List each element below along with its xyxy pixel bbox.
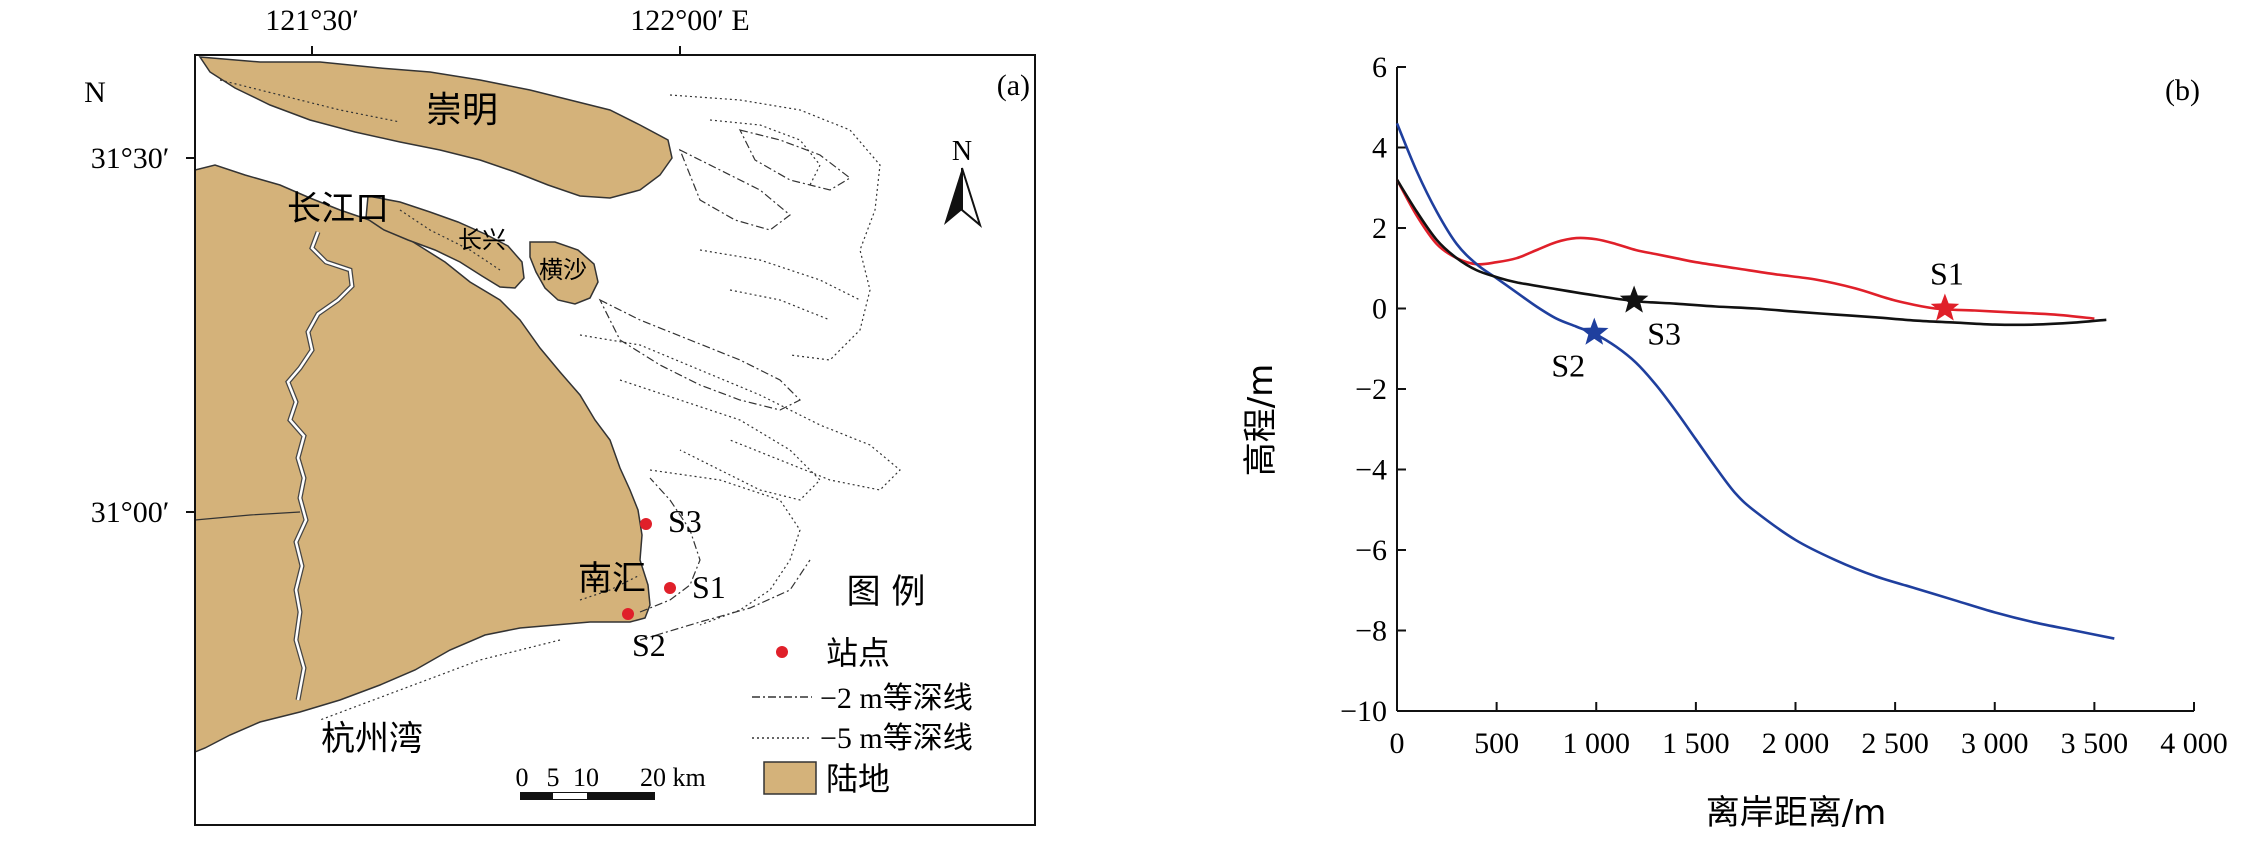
legend-station-icon bbox=[776, 646, 788, 658]
chart-xlabel: 离岸距离/m bbox=[1706, 793, 1887, 833]
y-tick-label: −2 bbox=[1355, 373, 1387, 406]
y-tick-label: 0 bbox=[1372, 293, 1387, 326]
left-tick-31-30: 31°30′ bbox=[91, 142, 170, 175]
legend-station: 站点 bbox=[826, 634, 890, 672]
y-tick-label: −6 bbox=[1355, 534, 1387, 567]
station-s2-dot bbox=[622, 608, 634, 620]
svg-text:20 km: 20 km bbox=[640, 763, 706, 792]
series-line-s2 bbox=[1395, 122, 2115, 640]
series-line-s1 bbox=[1395, 179, 2095, 320]
x-tick-label: 2 000 bbox=[1762, 727, 1830, 760]
marker-label-s1: S1 bbox=[1930, 256, 1964, 292]
map-legend: 图 例 站点 −2 m等深线 −5 m等深线 陆地 bbox=[752, 572, 973, 798]
top-tick-122-00: 122°00′ E bbox=[630, 4, 749, 37]
map-frame bbox=[194, 54, 1036, 826]
y-tick-label: 6 bbox=[1372, 51, 1387, 84]
place-hangzhouwan: 杭州湾 bbox=[321, 719, 423, 759]
place-changjiangkou: 长江口 bbox=[287, 189, 389, 229]
series-line-s3 bbox=[1395, 179, 2107, 327]
isobath-minus5 bbox=[219, 79, 901, 721]
north-arrow-icon: N bbox=[944, 136, 982, 228]
station-s3-dot bbox=[640, 518, 652, 530]
station-s2-label: S2 bbox=[632, 627, 666, 663]
chart-axes: 0 500 1 000 1 500 2 000 2 500 3 000 3 500 4 000 −… bbox=[1340, 51, 2228, 760]
x-tick-label: 1 000 bbox=[1563, 727, 1631, 760]
marker-label-s3: S3 bbox=[1647, 315, 1681, 351]
map-figure: 121°30′ 122°00′ E N 31°30′ 31°00′ (a) N … bbox=[84, 4, 1036, 826]
station-s3-label: S3 bbox=[668, 503, 702, 539]
svg-text:N: N bbox=[952, 136, 972, 167]
place-chongming: 崇明 bbox=[426, 90, 498, 131]
hengsha-island-shape bbox=[529, 241, 599, 305]
legend-land: 陆地 bbox=[826, 760, 890, 798]
marker-star-s3 bbox=[1619, 285, 1649, 313]
panel-a-label: (a) bbox=[997, 69, 1030, 102]
x-tick-label: 2 500 bbox=[1861, 727, 1929, 760]
chart-panel-label: (b) bbox=[2165, 74, 2200, 107]
chongming-island-shape bbox=[198, 56, 673, 199]
svg-text:10: 10 bbox=[573, 763, 599, 792]
y-tick-label: 4 bbox=[1372, 132, 1387, 165]
x-tick-label: 4 000 bbox=[2160, 727, 2228, 760]
left-tick-N: N bbox=[84, 76, 106, 109]
y-tick-label: −10 bbox=[1340, 695, 1387, 728]
station-s1-label: S1 bbox=[692, 569, 726, 605]
marker-star-s2 bbox=[1580, 317, 1609, 345]
x-tick-label: 500 bbox=[1474, 727, 1519, 760]
chart-markers: S1 S2 S3 bbox=[1551, 256, 1963, 384]
svg-text:5: 5 bbox=[547, 763, 560, 792]
y-tick-label: −4 bbox=[1355, 454, 1387, 487]
station-s1-dot bbox=[664, 582, 676, 594]
legend-isobath2: −2 m等深线 bbox=[820, 682, 973, 715]
isobath-minus2 bbox=[598, 129, 852, 641]
svg-text:0: 0 bbox=[516, 763, 529, 792]
left-tick-31-00: 31°00′ bbox=[91, 496, 170, 529]
legend-isobath5: −5 m等深线 bbox=[820, 722, 973, 755]
changxing-island-shape bbox=[365, 195, 525, 289]
chart-ylabel: 高程/m bbox=[1241, 364, 1281, 477]
chart-series bbox=[1395, 122, 2115, 640]
marker-label-s2: S2 bbox=[1551, 348, 1585, 384]
marker-star-s1 bbox=[1930, 293, 1960, 321]
x-tick-label: 3 500 bbox=[2061, 727, 2129, 760]
y-tick-label: 2 bbox=[1372, 212, 1387, 245]
scale-bar: 0 5 10 20 km bbox=[516, 763, 706, 800]
place-hengsha: 横沙 bbox=[539, 256, 587, 284]
x-tick-label: 1 500 bbox=[1662, 727, 1730, 760]
place-nanhui: 南汇 bbox=[578, 559, 646, 599]
x-tick-label: 3 000 bbox=[1961, 727, 2029, 760]
legend-title: 图 例 bbox=[847, 572, 926, 612]
x-tick-label: 0 bbox=[1390, 727, 1405, 760]
place-changxing: 长兴 bbox=[458, 226, 506, 254]
top-tick-121-30: 121°30′ bbox=[265, 4, 359, 37]
legend-land-icon bbox=[763, 761, 817, 795]
y-tick-label: −8 bbox=[1355, 615, 1387, 648]
